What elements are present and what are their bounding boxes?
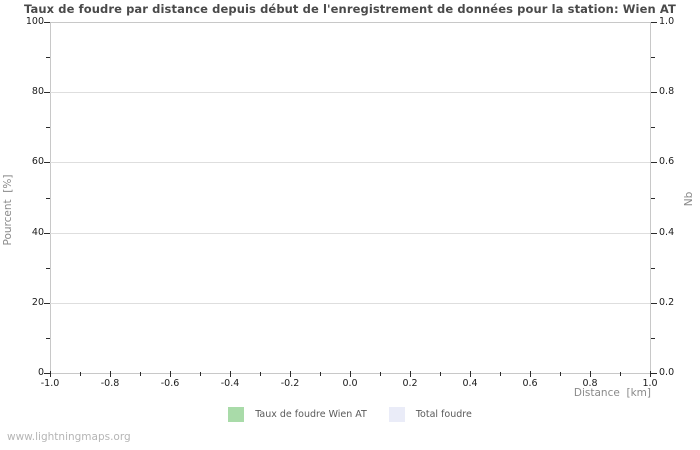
y-axis-tick-label: 0.0	[659, 367, 675, 378]
tick-mark	[44, 22, 50, 23]
y-axis-label-right: Nb	[683, 191, 695, 207]
tick-mark	[200, 372, 201, 376]
tick-mark	[560, 372, 561, 376]
tick-mark	[46, 338, 50, 339]
tick-mark	[651, 373, 657, 374]
tick-mark	[500, 372, 501, 376]
tick-mark	[651, 57, 655, 58]
tick-mark	[651, 233, 657, 234]
y-axis-tick-label: 0.4	[659, 227, 675, 238]
tick-mark	[170, 371, 171, 377]
tick-mark	[46, 268, 50, 269]
y-axis-tick-label: 0	[37, 367, 44, 378]
watermark: www.lightningmaps.org	[7, 431, 131, 443]
x-axis-tick-label: 0.8	[582, 378, 598, 389]
y-axis-tick-label: 60	[31, 156, 44, 167]
tick-mark	[46, 198, 50, 199]
tick-mark	[380, 372, 381, 376]
tick-mark	[470, 371, 471, 377]
tick-mark	[260, 372, 261, 376]
x-axis-tick-label: 0.4	[462, 378, 478, 389]
x-axis-tick-label: -0.8	[100, 378, 120, 389]
tick-mark	[44, 162, 50, 163]
y-axis-tick-label: 1.0	[659, 16, 675, 27]
tick-mark	[651, 162, 657, 163]
legend-label: Total foudre	[415, 409, 472, 420]
legend-item: Total foudre	[388, 407, 472, 422]
y-axis-tick-label: 20	[31, 297, 44, 308]
tick-mark	[650, 371, 651, 377]
tick-mark	[230, 371, 231, 377]
gridline	[50, 92, 650, 93]
tick-mark	[140, 372, 141, 376]
tick-mark	[80, 372, 81, 376]
y-axis-tick-label: 80	[31, 86, 44, 97]
y-axis-tick-label: 0.6	[659, 156, 675, 167]
y-axis-tick-label: 40	[31, 227, 44, 238]
y-axis-tick-label: 0.2	[659, 297, 675, 308]
y-axis-label-left: Pourcent [%]	[2, 174, 14, 246]
tick-mark	[651, 268, 655, 269]
x-axis-label: Distance [km]	[573, 387, 651, 399]
legend-swatch-taux-de-foudre	[228, 407, 245, 422]
tick-mark	[590, 371, 591, 377]
tick-mark	[651, 198, 655, 199]
gridline	[50, 303, 650, 304]
chart-title: Taux de foudre par distance depuis début…	[24, 2, 676, 16]
legend-item: Taux de foudre Wien AT	[228, 407, 367, 422]
tick-mark	[320, 372, 321, 376]
tick-mark	[350, 371, 351, 377]
tick-mark	[50, 371, 51, 377]
legend-label: Taux de foudre Wien AT	[255, 409, 367, 420]
x-axis-tick-label: -0.4	[220, 378, 240, 389]
tick-mark	[651, 338, 655, 339]
tick-mark	[44, 373, 50, 374]
tick-mark	[440, 372, 441, 376]
x-axis-tick-label: 1.0	[642, 378, 658, 389]
tick-mark	[44, 92, 50, 93]
plot-area	[50, 22, 651, 374]
tick-mark	[44, 303, 50, 304]
tick-mark	[651, 303, 657, 304]
legend: Taux de foudre Wien AT Total foudre	[0, 407, 700, 422]
x-axis-tick-label: -0.2	[280, 378, 300, 389]
x-axis-tick-label: -0.6	[160, 378, 180, 389]
tick-mark	[290, 371, 291, 377]
tick-mark	[620, 372, 621, 376]
y-axis-tick-label: 0.8	[659, 86, 675, 97]
gridline	[50, 233, 650, 234]
tick-mark	[651, 22, 657, 23]
tick-mark	[410, 371, 411, 377]
y-axis-tick-label: 100	[25, 16, 44, 27]
tick-mark	[530, 371, 531, 377]
tick-mark	[44, 233, 50, 234]
tick-mark	[46, 57, 50, 58]
tick-mark	[651, 92, 657, 93]
tick-mark	[46, 127, 50, 128]
tick-mark	[110, 371, 111, 377]
gridline	[50, 162, 650, 163]
x-axis-tick-label: 0.6	[522, 378, 538, 389]
tick-mark	[651, 127, 655, 128]
x-axis-tick-label: -1.0	[40, 378, 60, 389]
x-axis-tick-label: 0.0	[342, 378, 358, 389]
legend-swatch-total-foudre	[388, 407, 405, 422]
x-axis-tick-label: 0.2	[402, 378, 418, 389]
